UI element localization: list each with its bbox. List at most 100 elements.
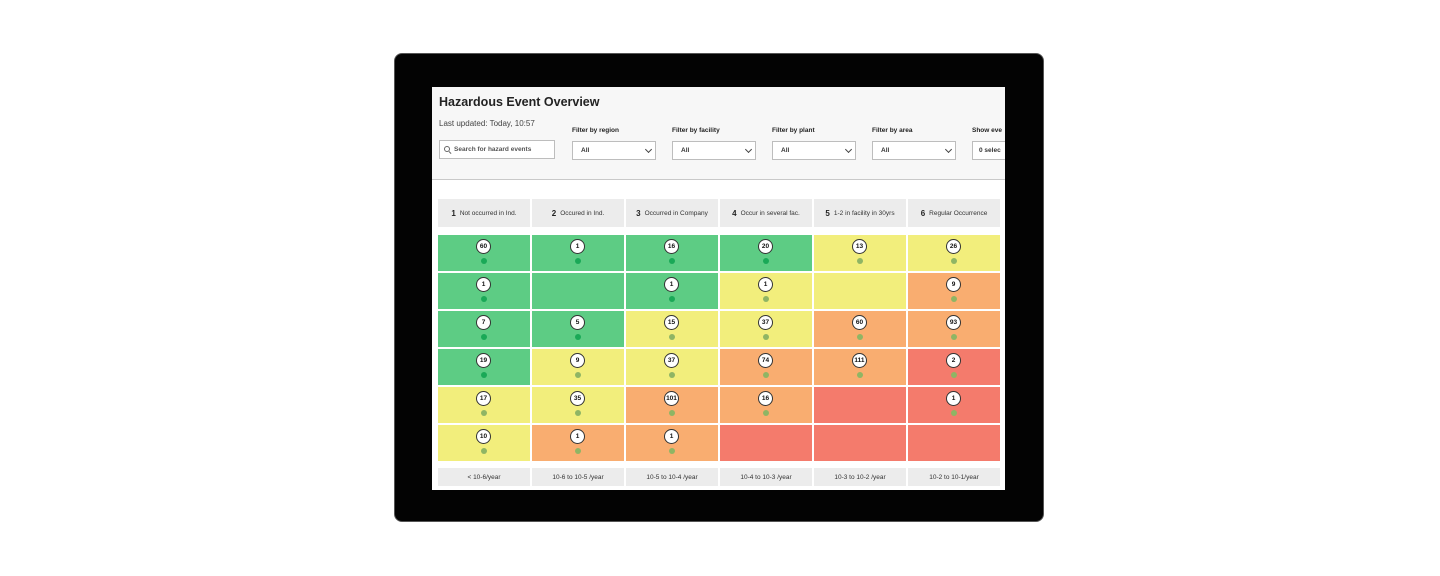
event-count-badge[interactable]: 1 (570, 429, 585, 444)
matrix-cell[interactable] (814, 425, 906, 461)
matrix-cell[interactable] (814, 387, 906, 423)
column-header-2[interactable]: 2 Occured in Ind. (532, 199, 624, 227)
status-dot-icon (481, 258, 487, 264)
filter-area-value: All (881, 147, 890, 154)
event-count-badge[interactable]: 15 (664, 315, 679, 330)
filter-plant-select[interactable]: All (772, 141, 856, 160)
matrix-cell[interactable]: 1 (532, 425, 624, 461)
matrix-cell[interactable]: 74 (720, 349, 812, 385)
matrix-cell[interactable]: 9 (908, 273, 1000, 309)
event-count-badge[interactable]: 1 (758, 277, 773, 292)
event-count-badge[interactable]: 60 (852, 315, 867, 330)
filter-facility-select[interactable]: All (672, 141, 756, 160)
matrix-cell[interactable]: 19 (438, 349, 530, 385)
status-dot-icon (763, 258, 769, 264)
event-count-badge[interactable]: 37 (664, 353, 679, 368)
matrix-cell[interactable]: 2 (908, 349, 1000, 385)
event-count-badge[interactable]: 1 (476, 277, 491, 292)
event-count-badge[interactable]: 7 (476, 315, 491, 330)
matrix-cell[interactable]: 26 (908, 235, 1000, 271)
matrix-cell[interactable]: 16 (720, 387, 812, 423)
matrix-cell[interactable]: 101 (626, 387, 718, 423)
matrix-cell[interactable]: 1 (908, 387, 1000, 423)
matrix-cell[interactable]: 10 (438, 425, 530, 461)
event-count-badge[interactable]: 35 (570, 391, 585, 406)
event-count-badge[interactable]: 111 (852, 353, 867, 368)
event-count-badge[interactable]: 1 (664, 277, 679, 292)
column-label: Not occurred in Ind. (459, 209, 517, 217)
matrix-cell[interactable]: 7 (438, 311, 530, 347)
frequency-label-3: 10-5 to 10-4 /year (626, 468, 718, 486)
column-header-4[interactable]: 4 Occur in several fac. (720, 199, 812, 227)
filter-region-select[interactable]: All (572, 141, 656, 160)
column-label: Regular Occurrence (929, 209, 988, 217)
column-label: Occurred in Company (644, 209, 708, 217)
event-count-badge[interactable]: 20 (758, 239, 773, 254)
event-count-badge[interactable]: 60 (476, 239, 491, 254)
filter-show-events-value: 0 selec (979, 147, 1001, 154)
matrix-cell[interactable]: 1 (720, 273, 812, 309)
event-count-badge[interactable]: 26 (946, 239, 961, 254)
status-dot-icon (575, 448, 581, 454)
matrix-cell[interactable] (532, 273, 624, 309)
matrix-cell[interactable]: 111 (814, 349, 906, 385)
status-dot-icon (575, 258, 581, 264)
column-header-6[interactable]: 6 Regular Occurrence (908, 199, 1000, 227)
matrix-cell[interactable]: 37 (626, 349, 718, 385)
matrix-cell[interactable]: 13 (814, 235, 906, 271)
filter-region: Filter by region All (572, 127, 656, 160)
matrix-cell[interactable]: 1 (438, 273, 530, 309)
matrix-cell[interactable]: 9 (532, 349, 624, 385)
matrix-cell[interactable]: 1 (626, 273, 718, 309)
event-count-badge[interactable]: 101 (664, 391, 679, 406)
matrix-cell[interactable] (908, 425, 1000, 461)
matrix-cell[interactable]: 5 (532, 311, 624, 347)
event-count-badge[interactable]: 10 (476, 429, 491, 444)
event-count-badge[interactable]: 74 (758, 353, 773, 368)
event-count-badge[interactable]: 19 (476, 353, 491, 368)
event-count-badge[interactable]: 16 (758, 391, 773, 406)
matrix-cell[interactable]: 60 (438, 235, 530, 271)
filter-show-events-select[interactable]: 0 selec (972, 141, 1005, 160)
column-number: 4 (732, 208, 737, 218)
matrix-cell[interactable]: 93 (908, 311, 1000, 347)
column-number: 3 (636, 208, 641, 218)
filter-facility-label: Filter by facility (672, 127, 720, 134)
matrix-cell[interactable]: 35 (532, 387, 624, 423)
matrix-cell[interactable]: 60 (814, 311, 906, 347)
event-count-badge[interactable]: 13 (852, 239, 867, 254)
chevron-down-icon (944, 145, 953, 153)
event-count-badge[interactable]: 5 (570, 315, 585, 330)
matrix-cell[interactable]: 15 (626, 311, 718, 347)
matrix-cell[interactable] (720, 425, 812, 461)
column-header-5[interactable]: 5 1-2 in facility in 30yrs (814, 199, 906, 227)
event-count-badge[interactable]: 1 (664, 429, 679, 444)
event-count-badge[interactable]: 2 (946, 353, 961, 368)
search-box[interactable] (439, 140, 555, 159)
status-dot-icon (575, 410, 581, 416)
event-count-badge[interactable]: 17 (476, 391, 491, 406)
event-count-badge[interactable]: 16 (664, 239, 679, 254)
column-header-3[interactable]: 3 Occurred in Company (626, 199, 718, 227)
search-input[interactable] (454, 146, 554, 153)
matrix-cell[interactable]: 1 (626, 425, 718, 461)
app-screen: Hazardous Event Overview Last updated: T… (432, 87, 1005, 490)
event-count-badge[interactable]: 9 (570, 353, 585, 368)
event-count-badge[interactable]: 37 (758, 315, 773, 330)
status-dot-icon (669, 334, 675, 340)
frequency-label-5: 10-3 to 10-2 /year (814, 468, 906, 486)
event-count-badge[interactable]: 1 (946, 391, 961, 406)
matrix-cell[interactable]: 37 (720, 311, 812, 347)
event-count-badge[interactable]: 1 (570, 239, 585, 254)
matrix-cell[interactable]: 1 (532, 235, 624, 271)
matrix-cell[interactable] (814, 273, 906, 309)
matrix-cell[interactable]: 16 (626, 235, 718, 271)
column-header-1[interactable]: 1 Not occurred in Ind. (438, 199, 530, 227)
filter-area-label: Filter by area (872, 127, 913, 134)
event-count-badge[interactable]: 9 (946, 277, 961, 292)
matrix-cell[interactable]: 20 (720, 235, 812, 271)
matrix-cell[interactable]: 17 (438, 387, 530, 423)
event-count-badge[interactable]: 93 (946, 315, 961, 330)
chevron-down-icon (644, 145, 653, 153)
filter-area-select[interactable]: All (872, 141, 956, 160)
